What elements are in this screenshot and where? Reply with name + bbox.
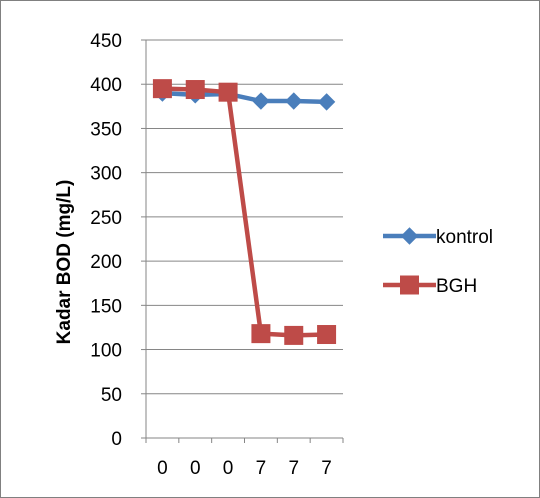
y-tick-label: 50	[101, 385, 122, 406]
data-point	[317, 93, 336, 111]
data-point	[317, 325, 337, 345]
y-tick-label: 150	[90, 296, 122, 317]
data-series	[152, 79, 337, 345]
y-axis-title: Kadar BOD (mg/L)	[54, 180, 75, 345]
data-point	[284, 325, 304, 345]
legend-marker	[400, 275, 419, 295]
x-tick-label: 0	[223, 458, 234, 479]
x-tick-label: 7	[256, 458, 267, 479]
y-tick-label: 350	[90, 119, 122, 140]
legend-item-bgh: BGH	[383, 275, 477, 297]
y-tick-label: 0	[111, 429, 122, 450]
legend-label: kontrol	[436, 227, 493, 248]
x-tick-label: 7	[288, 458, 299, 479]
y-tick-label: 450	[90, 31, 122, 52]
legend-marker	[400, 227, 419, 245]
y-tick-label: 100	[90, 341, 122, 362]
y-tick-label: 200	[90, 252, 122, 273]
legend-label: BGH	[436, 276, 477, 297]
legend-item-kontrol: kontrol	[383, 227, 493, 248]
data-point	[285, 92, 303, 110]
x-tick-label: 0	[157, 458, 168, 479]
series-bgh	[152, 79, 337, 345]
data-point	[218, 82, 238, 102]
data-point	[252, 92, 270, 110]
legend: kontrol BGH	[383, 227, 493, 297]
x-tick-label: 7	[321, 458, 332, 479]
data-point	[185, 80, 205, 100]
data-point	[152, 79, 172, 99]
y-tick-labels: 0 50 100 150 200 250 300 350 400 450	[90, 31, 122, 450]
x-tick-label: 0	[190, 458, 201, 479]
data-point	[251, 324, 271, 344]
y-tick-label: 250	[90, 208, 122, 229]
axes	[141, 39, 344, 443]
y-tick-label: 400	[90, 75, 122, 96]
y-tick-label: 300	[90, 164, 122, 185]
